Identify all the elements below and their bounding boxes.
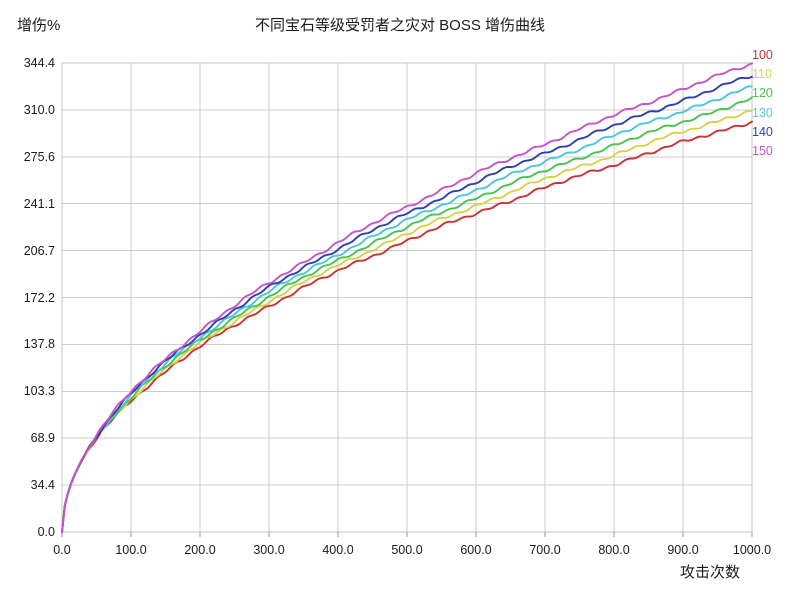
y-tick-label: 68.9 <box>30 431 55 446</box>
legend-item-150: 150 <box>752 143 773 158</box>
y-tick-label: 137.8 <box>23 337 55 352</box>
y-tick-label: 310.0 <box>23 102 55 117</box>
series-line-150 <box>61 62 753 533</box>
legend-item-130: 130 <box>752 105 773 120</box>
x-tick-label: 800.0 <box>598 543 630 557</box>
x-axis-title: 攻击次数 <box>680 564 741 581</box>
x-tick-label: 0.0 <box>53 543 71 557</box>
legend-item-120: 120 <box>752 86 773 101</box>
y-tick-label: 103.3 <box>23 384 55 399</box>
chart-title: 不同宝石等级受罚者之灾对 BOSS 增伤曲线 <box>254 17 546 34</box>
series-line-130 <box>61 85 753 533</box>
x-tick-label: 700.0 <box>529 543 561 557</box>
legend-item-140: 140 <box>752 124 773 139</box>
legend-item-110: 110 <box>752 67 772 82</box>
y-tick-label: 0.0 <box>37 525 55 539</box>
legend: 100 110 120 130 140 150 <box>752 46 773 161</box>
y-tick-label: 34.4 <box>30 478 55 493</box>
series-line-120 <box>61 96 753 533</box>
x-tick-label: 400.0 <box>322 543 354 557</box>
x-tick-label: 500.0 <box>391 543 423 557</box>
x-tick-label: 600.0 <box>460 543 492 557</box>
y-tick-label: 172.2 <box>23 290 55 305</box>
y-tick-label: 206.7 <box>23 243 55 258</box>
legend-item-100: 100 <box>752 48 773 62</box>
series-line-110 <box>61 109 753 533</box>
y-axis-title: 增伤% <box>17 17 61 34</box>
grid-lines <box>62 63 752 532</box>
y-tick-label: 275.6 <box>23 149 55 164</box>
x-axis-ticks <box>61 532 753 537</box>
y-tick-label: 344.4 <box>23 56 55 70</box>
x-tick-label: 100.0 <box>115 543 147 557</box>
y-tick-label: 241.1 <box>23 196 55 211</box>
x-tick-label: 300.0 <box>253 543 285 557</box>
x-tick-label: 900.0 <box>667 543 699 557</box>
x-tick-label: 200.0 <box>184 543 216 557</box>
x-tick-label: 1000.0 <box>732 543 772 557</box>
